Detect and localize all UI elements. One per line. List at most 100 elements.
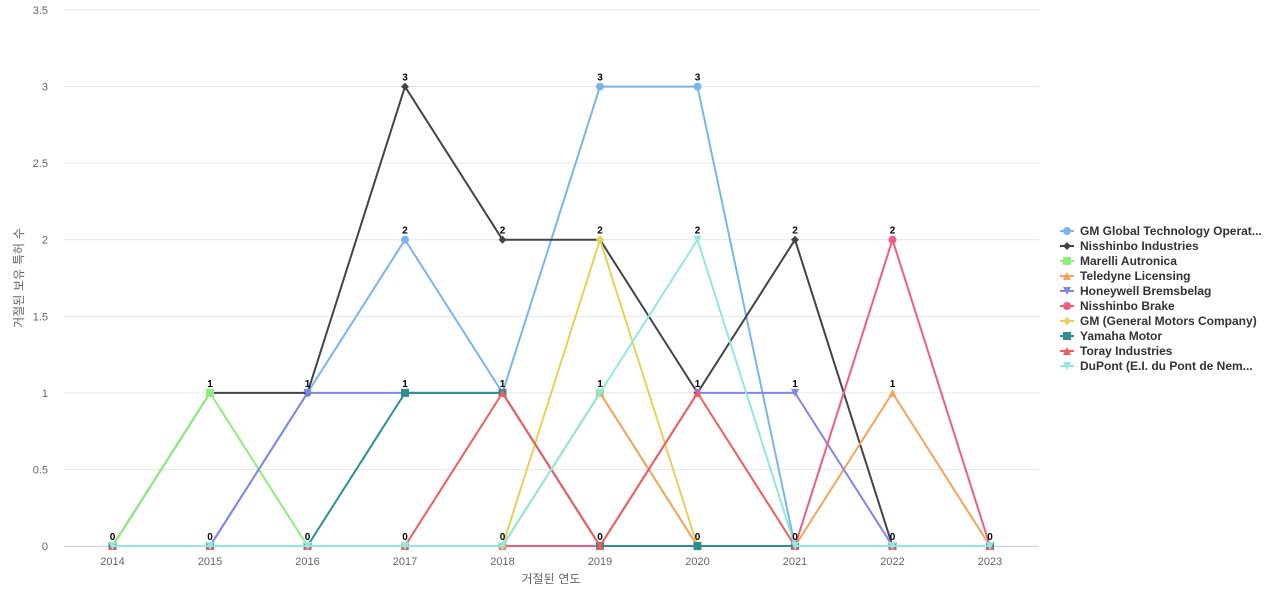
data-point (401, 388, 409, 397)
x-tick-label: 2018 (490, 556, 514, 568)
data-point (498, 542, 507, 550)
data-point (401, 235, 409, 244)
data-point (791, 235, 799, 244)
data-point (791, 542, 799, 550)
data-point (986, 542, 994, 550)
legend-marker (1063, 227, 1071, 235)
data-label: 2 (792, 226, 798, 237)
legend-label: Nisshinbo Brake (1080, 299, 1175, 313)
legend-label: Yamaha Motor (1080, 329, 1162, 343)
data-point (888, 235, 897, 244)
legend-label: Teledyne Licensing (1080, 269, 1190, 283)
data-point (108, 542, 117, 550)
data-label: 2 (695, 226, 701, 237)
grid-layer (64, 9, 1039, 547)
data-point (596, 542, 604, 550)
data-point (888, 542, 897, 550)
y-tick-label: 0 (42, 541, 48, 553)
legend-label: DuPont (E.I. du Pont de Nem... (1080, 359, 1253, 373)
x-tick-label: 2023 (978, 556, 1002, 568)
data-point (206, 542, 214, 550)
data-label: 1 (695, 379, 701, 390)
data-point (596, 388, 604, 397)
x-tick-label: 2016 (295, 556, 319, 568)
legend-item[interactable]: Nisshinbo Brake (1060, 299, 1175, 313)
legend-item[interactable]: Teledyne Licensing (1060, 269, 1190, 283)
y-tick-label: 3.5 (33, 5, 48, 17)
y-tick-label: 0.5 (33, 464, 48, 476)
x-tick-label: 2014 (100, 556, 124, 568)
data-label: 0 (597, 532, 603, 543)
legend-label: GM Global Technology Operat... (1080, 224, 1262, 238)
y-axis-title: 거절된 보유 특허 수 (12, 228, 26, 328)
data-point (303, 542, 312, 550)
legend-marker (1063, 347, 1071, 355)
series-line (112, 238, 990, 547)
data-label: 0 (207, 532, 213, 543)
data-point (693, 235, 702, 244)
y-tick-label: 1 (42, 388, 48, 400)
data-label: 1 (207, 379, 213, 390)
x-tick-label: 2017 (393, 556, 417, 568)
data-label: 2 (597, 226, 603, 237)
data-label: 0 (987, 532, 993, 543)
y-tick-label: 3 (42, 82, 48, 94)
data-label: 0 (500, 532, 506, 543)
legend-item[interactable]: Yamaha Motor (1060, 329, 1162, 343)
legend-label: Honeywell Bremsbelag (1080, 284, 1211, 298)
data-label: 3 (597, 73, 603, 84)
data-label: 0 (305, 532, 311, 543)
x-axis-title: 거절된 연도 (521, 572, 580, 586)
data-label-layer: 0 1 0 1 0 3 2 1 0 2 1 0 3 2 1 0 3 2 1 0 2 1 0 2 1 0 0 (110, 73, 994, 543)
data-point (401, 82, 409, 91)
data-label: 1 (890, 379, 896, 390)
data-point (303, 388, 312, 397)
data-label: 0 (110, 532, 116, 543)
legend-item[interactable]: DuPont (E.I. du Pont de Nem... (1060, 359, 1253, 373)
data-point (498, 388, 507, 397)
legend-item[interactable]: Honeywell Bremsbelag (1060, 284, 1211, 298)
legend-marker (1063, 257, 1071, 265)
x-tick-label: 2020 (685, 556, 709, 568)
x-tick-label: 2019 (588, 556, 612, 568)
legend-marker (1063, 362, 1071, 370)
data-point (791, 388, 799, 397)
data-label: 2 (500, 226, 506, 237)
data-label: 0 (792, 532, 798, 543)
y-tick-label: 2.5 (33, 158, 48, 170)
data-label: 1 (792, 379, 798, 390)
data-label: 0 (890, 532, 896, 543)
y-tick-label: 1.5 (33, 311, 48, 323)
data-label: 1 (402, 379, 408, 390)
data-label: 0 (695, 532, 701, 543)
legend: GM Global Technology Operat...Nisshinbo … (1060, 224, 1262, 373)
data-point (498, 235, 507, 244)
x-tick-label: 2021 (783, 556, 807, 568)
data-point (693, 542, 702, 550)
data-label: 2 (402, 226, 408, 237)
legend-item[interactable]: GM (General Motors Company) (1060, 314, 1257, 328)
data-point (596, 82, 604, 91)
legend-label: GM (General Motors Company) (1080, 314, 1257, 328)
series-10 (108, 235, 994, 550)
data-label: 1 (305, 379, 311, 390)
legend-marker (1063, 317, 1071, 325)
data-label: 1 (597, 379, 603, 390)
y-tick-label: 2 (42, 235, 48, 247)
data-point (693, 388, 702, 397)
data-point (206, 388, 214, 397)
legend-marker (1063, 332, 1071, 340)
legend-item[interactable]: Nisshinbo Industries (1060, 239, 1199, 253)
data-label: 1 (500, 379, 506, 390)
data-label: 3 (402, 73, 408, 84)
data-label: 2 (890, 226, 896, 237)
legend-marker (1063, 242, 1071, 250)
legend-item[interactable]: Marelli Autronica (1060, 254, 1177, 268)
legend-marker (1063, 287, 1071, 295)
data-label: 3 (695, 73, 701, 84)
legend-item[interactable]: GM Global Technology Operat... (1060, 224, 1262, 238)
legend-label: Toray Industries (1080, 344, 1173, 358)
legend-item[interactable]: Toray Industries (1060, 344, 1173, 358)
